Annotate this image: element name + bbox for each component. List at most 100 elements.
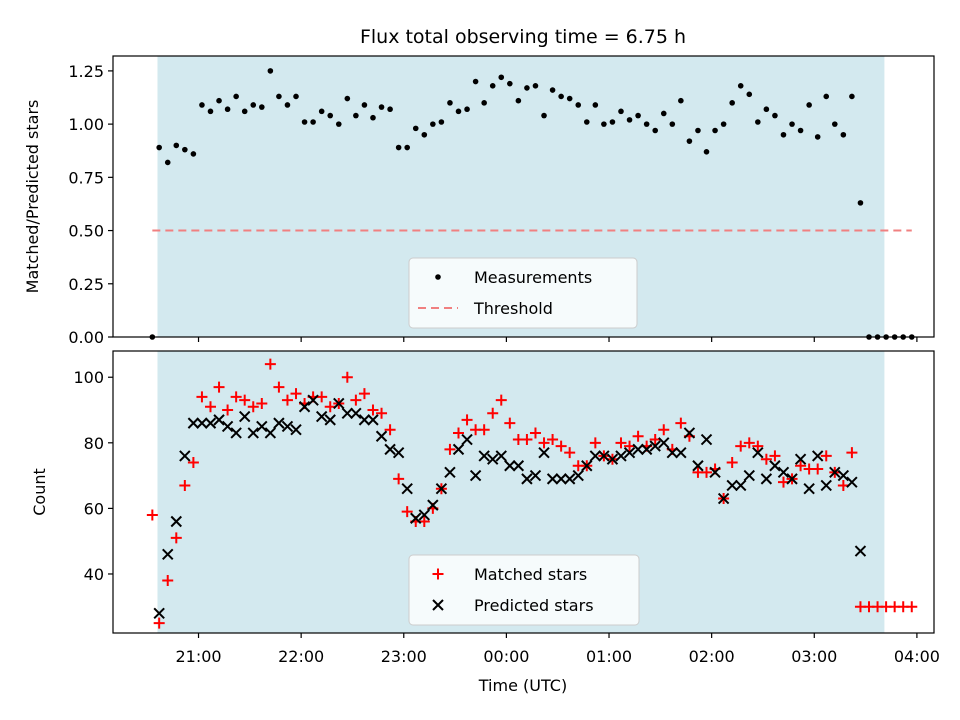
measurement-point	[344, 95, 351, 102]
measurement-point	[481, 100, 487, 106]
predicted-star-point	[752, 446, 764, 459]
matched-star-point	[256, 397, 268, 409]
measurement-point	[361, 102, 368, 108]
predicted-star-point	[572, 469, 584, 482]
matched-star-point	[393, 473, 405, 485]
measurement-point	[814, 134, 821, 140]
matched-star-point	[615, 437, 627, 449]
predicted-star-point	[726, 479, 738, 492]
measurement-point	[156, 144, 162, 151]
predicted-star-point	[264, 427, 277, 439]
predicted-star-point	[854, 545, 867, 557]
measurement-point	[652, 127, 659, 134]
measurement-point	[601, 121, 607, 127]
x-tick-label: 04:00	[894, 647, 940, 666]
y-tick-label: 60	[84, 499, 104, 518]
predicted-star-point	[435, 483, 448, 495]
predicted-star-point	[504, 460, 516, 472]
measurement-point	[216, 97, 222, 104]
measurement-point	[755, 119, 761, 125]
measurement-point	[566, 95, 573, 102]
measurement-point	[626, 117, 633, 123]
matched-star-point	[324, 401, 336, 413]
measurement-point	[421, 131, 428, 138]
predicted-star-point	[803, 483, 815, 495]
plot-frame	[112, 350, 935, 634]
matched-star-point	[290, 388, 302, 400]
measurement-point	[532, 83, 539, 89]
x-axis-label: Time (UTC)	[478, 676, 567, 695]
measurement-point	[797, 127, 804, 134]
measurement-point	[849, 93, 855, 100]
matched-star-point	[418, 516, 430, 528]
predicted-star-point	[581, 460, 593, 472]
predicted-star-point	[829, 466, 841, 479]
predicted-star-point	[307, 394, 319, 406]
measurement-point	[541, 112, 547, 119]
measurement-point	[395, 144, 402, 151]
x-tick-label: 23:00	[381, 647, 427, 666]
predicted-star-point	[153, 607, 165, 620]
matched-star-point	[281, 394, 293, 406]
predicted-star-point	[273, 417, 285, 429]
measurement-point	[173, 142, 180, 149]
measurement-point	[592, 102, 599, 108]
measurement-point	[609, 119, 616, 125]
measurement-point	[301, 119, 308, 125]
measurement-point	[575, 102, 582, 108]
predicted-star-point	[743, 469, 755, 482]
predicted-star-point	[324, 414, 336, 426]
predicted-star-point	[256, 420, 268, 433]
predicted-star-point	[709, 466, 721, 479]
x-tick-label: 03:00	[791, 647, 837, 666]
matched-star-point	[632, 430, 644, 442]
predicted-star-point	[418, 509, 431, 521]
matched-star-point	[538, 437, 550, 449]
measurement-point	[780, 131, 787, 138]
predicted-star-point	[461, 433, 473, 446]
predicted-star-point	[392, 446, 405, 459]
matched-star-point	[162, 575, 174, 587]
measurement-point	[464, 106, 470, 113]
matched-star-point	[341, 371, 353, 383]
matched-star-point	[350, 394, 362, 406]
predicted-star-point	[820, 479, 832, 492]
measurement-point	[660, 110, 667, 117]
measurement-point	[412, 125, 419, 132]
predicted-star-point	[658, 437, 670, 449]
matched-star-point	[247, 401, 259, 413]
measurement-point	[558, 93, 564, 100]
measurement-point	[857, 200, 864, 206]
predicted-star-point	[410, 512, 422, 524]
predicted-star-point	[341, 407, 354, 420]
measurement-point	[259, 104, 265, 110]
predicted-star-point	[563, 473, 576, 485]
matched-star-point	[239, 394, 251, 406]
predicted-star-point	[521, 473, 533, 485]
matched-star-point	[478, 424, 490, 436]
matched-star-point	[384, 424, 396, 436]
matched-star-point	[495, 394, 507, 406]
predicted-star-point	[281, 420, 294, 433]
x-tick-label: 22:00	[278, 647, 324, 666]
measurement-point	[686, 138, 693, 144]
predicted-star-point	[230, 427, 242, 439]
predicted-star-point	[794, 453, 807, 465]
measurement-point	[498, 74, 505, 81]
predicted-star-point	[760, 473, 773, 485]
predicted-star-point	[469, 469, 482, 482]
matched-star-point	[812, 463, 824, 475]
measurement-point	[737, 83, 744, 89]
predicted-star-point	[632, 443, 644, 456]
predicted-star-point	[546, 473, 559, 485]
matched-star-point	[564, 447, 576, 459]
top-panel: 0.00 0.25 0.50 0.75 1.00 1.25 Matched/Predicte…	[23, 55, 935, 347]
matched-star-point	[187, 456, 199, 468]
y-tick-label: 80	[84, 434, 104, 453]
matched-star-point	[453, 427, 465, 439]
predicted-star-point	[675, 446, 687, 459]
matched-star-point	[752, 440, 764, 452]
measurement-point	[720, 121, 727, 127]
measurement-point	[472, 78, 479, 85]
measurement-point	[695, 127, 701, 134]
